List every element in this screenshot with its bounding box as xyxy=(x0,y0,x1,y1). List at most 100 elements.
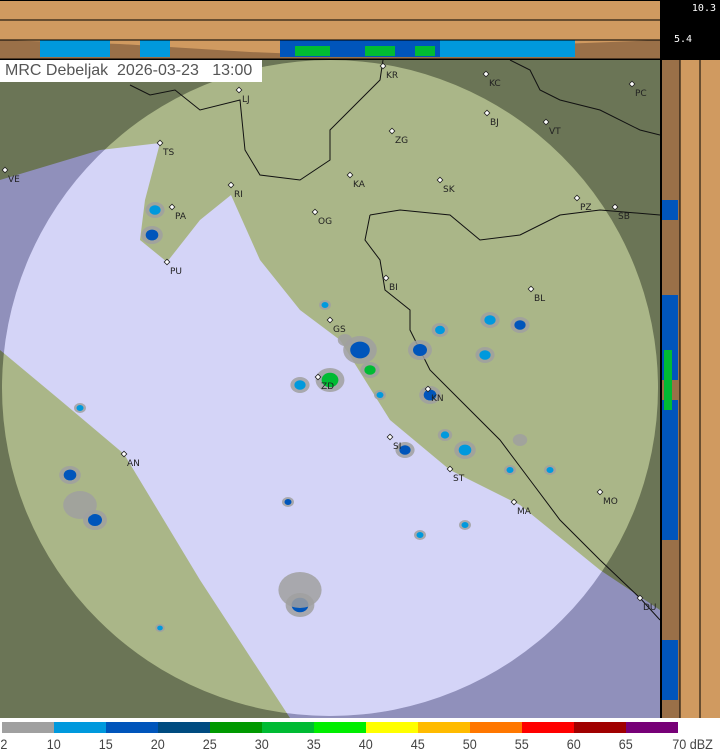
echo-cell xyxy=(413,344,427,356)
city-kn: KN xyxy=(424,385,444,404)
city-marker-icon xyxy=(311,208,319,216)
city-marker-icon xyxy=(573,194,581,202)
city-vt: VT xyxy=(542,118,561,137)
city-sb: SB xyxy=(611,203,630,222)
city-marker-icon xyxy=(382,274,390,282)
cross-section-east xyxy=(660,60,720,718)
city-marker-icon xyxy=(436,176,444,184)
time: 13:00 xyxy=(212,62,253,79)
city-marker-icon xyxy=(156,139,164,147)
echo-cell xyxy=(506,467,514,473)
legend-color-7 xyxy=(366,722,418,733)
legend-tick: 50 xyxy=(462,736,477,752)
legend-tick: 20 xyxy=(150,736,165,752)
cross-section-echo xyxy=(662,640,678,700)
city-du: DU xyxy=(636,594,657,613)
city-label: ZD xyxy=(321,382,334,392)
city-label: PZ xyxy=(580,203,592,213)
echo-halo xyxy=(63,491,97,519)
city-label: KN xyxy=(431,394,444,404)
radar-title: MRC Debeljak 2026-03-23 13:00 xyxy=(0,60,262,82)
city-bi: BI xyxy=(382,274,398,293)
city-ri: RI xyxy=(227,181,243,200)
city-label: ST xyxy=(453,474,465,484)
city-label: BI xyxy=(389,283,398,293)
echo-cell xyxy=(440,431,450,439)
city-label: BL xyxy=(534,294,545,304)
city-marker-icon xyxy=(168,203,176,211)
city-kr: KR xyxy=(379,62,398,81)
cross-section-core xyxy=(295,46,330,56)
legend-color-2 xyxy=(106,722,158,733)
city-marker-icon xyxy=(346,171,354,179)
echo-cell xyxy=(294,380,306,390)
echo-cell xyxy=(546,467,554,473)
echo-cell xyxy=(435,325,445,335)
echo-cell xyxy=(514,320,526,330)
legend-tick: 70 dBZ xyxy=(672,736,713,752)
legend-tick: 60 xyxy=(566,736,581,752)
city-zg: ZG xyxy=(388,127,408,146)
city-marker-icon xyxy=(120,450,128,458)
legend-tick: 2 xyxy=(0,736,8,752)
legend-color-10 xyxy=(522,722,574,733)
echo-cell xyxy=(376,392,384,398)
city-marker-icon xyxy=(235,86,243,94)
city-label: SK xyxy=(443,185,456,195)
legend-tick: 45 xyxy=(410,736,425,752)
echo-cell xyxy=(416,532,424,538)
echo-cell xyxy=(88,514,102,526)
city-label: DU xyxy=(643,603,657,613)
radar-map[interactable]: LJ KR KC PC ZG BJ VT TS VE KA SK PZ SB RI OG PA PU BI BL GS… xyxy=(0,60,660,718)
echo-cell xyxy=(399,445,411,455)
legend-color-8 xyxy=(418,722,470,733)
city-label: KA xyxy=(353,180,366,190)
city-an: AN xyxy=(120,450,140,469)
legend-color-11 xyxy=(574,722,626,733)
city-sk: SK xyxy=(436,176,456,195)
legend-tick: 55 xyxy=(514,736,529,752)
city-pu: PU xyxy=(163,258,182,277)
legend-tick: 25 xyxy=(202,736,217,752)
city-label: PA xyxy=(175,212,187,222)
city-marker-icon xyxy=(636,594,644,602)
height-top-label: 10.3 xyxy=(691,3,716,14)
legend-color-0 xyxy=(2,722,54,733)
city-mo: MO xyxy=(596,488,618,507)
city-marker-icon xyxy=(314,373,322,381)
legend-tick: 15 xyxy=(98,736,113,752)
cross-section-north xyxy=(0,0,660,60)
dbz-legend: 2 10 15 20 25 30 35 40 45 50 55 60 65 70 dBZ xyxy=(0,718,720,752)
legend-tick: 65 xyxy=(618,736,633,752)
city-ve: VE xyxy=(1,166,20,185)
cross-section-core xyxy=(664,350,672,410)
city-label: TS xyxy=(162,148,174,158)
echo-cell xyxy=(284,499,292,505)
city-label: ZG xyxy=(395,136,408,146)
city-marker-icon xyxy=(424,385,432,393)
city-zd: ZD xyxy=(314,373,334,392)
city-marker-icon xyxy=(388,127,396,135)
city-marker-icon xyxy=(1,166,9,174)
city-label: GS xyxy=(333,325,346,335)
echo-cell xyxy=(350,341,370,359)
city-label: PC xyxy=(635,89,647,99)
echo-cell xyxy=(63,469,77,481)
legend-color-4 xyxy=(210,722,262,733)
city-ts: TS xyxy=(156,139,174,158)
legend-color-6 xyxy=(314,722,366,733)
city-label: MO xyxy=(603,497,618,507)
echo-halo xyxy=(278,572,322,608)
cross-section-echo xyxy=(440,40,575,57)
height-mid-label: 5.4 xyxy=(674,34,693,45)
city-label: KC xyxy=(489,79,501,89)
city-label: PU xyxy=(170,267,182,277)
legend-tick: 40 xyxy=(358,736,373,752)
echo-cell xyxy=(321,302,329,308)
city-label: MA xyxy=(517,507,532,517)
city-bj: BJ xyxy=(483,109,499,128)
legend-color-9 xyxy=(470,722,522,733)
echo-cell xyxy=(145,229,159,241)
height-scale: 10.3 5.4 xyxy=(660,0,720,60)
city-label: SB xyxy=(618,212,630,222)
